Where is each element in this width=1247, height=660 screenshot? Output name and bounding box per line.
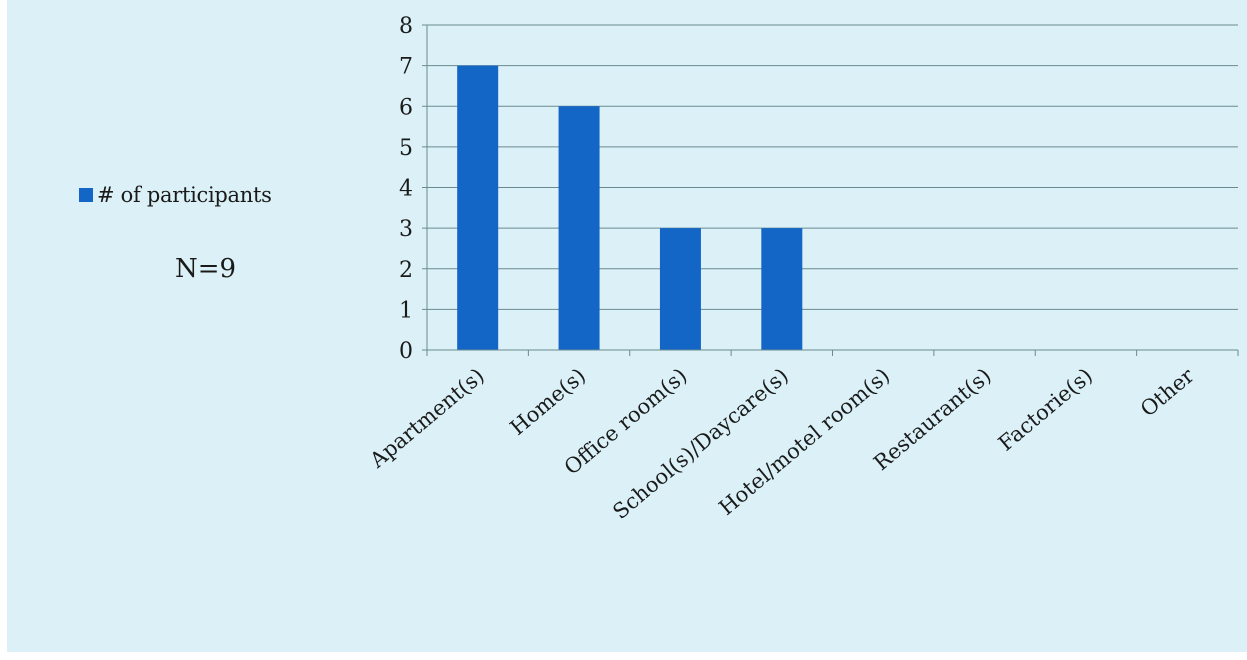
x-tick-label: Home(s) (506, 363, 591, 440)
sample-size-note: N=9 (175, 254, 237, 284)
x-tick-label: Hotel/motel room(s) (714, 363, 894, 519)
y-tick-label: 8 (399, 14, 413, 39)
y-tick-label: 2 (399, 258, 413, 283)
y-tick-label: 7 (399, 55, 413, 80)
y-tick-label: 4 (399, 177, 413, 202)
bar (761, 228, 803, 350)
bar (659, 228, 701, 350)
y-tick-label: 6 (399, 95, 413, 120)
bars (457, 65, 803, 350)
x-tick-label: School(s)/Daycare(s) (608, 363, 793, 523)
legend: # of participants (79, 183, 272, 207)
bar (558, 106, 600, 350)
x-tick-label: Apartment(s) (365, 363, 489, 473)
legend-label: # of participants (97, 183, 272, 207)
chart-background (7, 0, 1247, 652)
y-tick-label: 3 (399, 217, 413, 242)
y-tick-label: 0 (399, 339, 413, 364)
x-tick-label: Other (1136, 363, 1199, 422)
x-tick-label: Factorie(s) (994, 363, 1097, 455)
axes (422, 24, 1239, 356)
bar (457, 65, 499, 350)
legend-swatch (79, 188, 93, 202)
y-tick-label: 5 (399, 136, 413, 161)
gridlines (427, 24, 1238, 310)
y-tick-label: 1 (399, 298, 413, 323)
